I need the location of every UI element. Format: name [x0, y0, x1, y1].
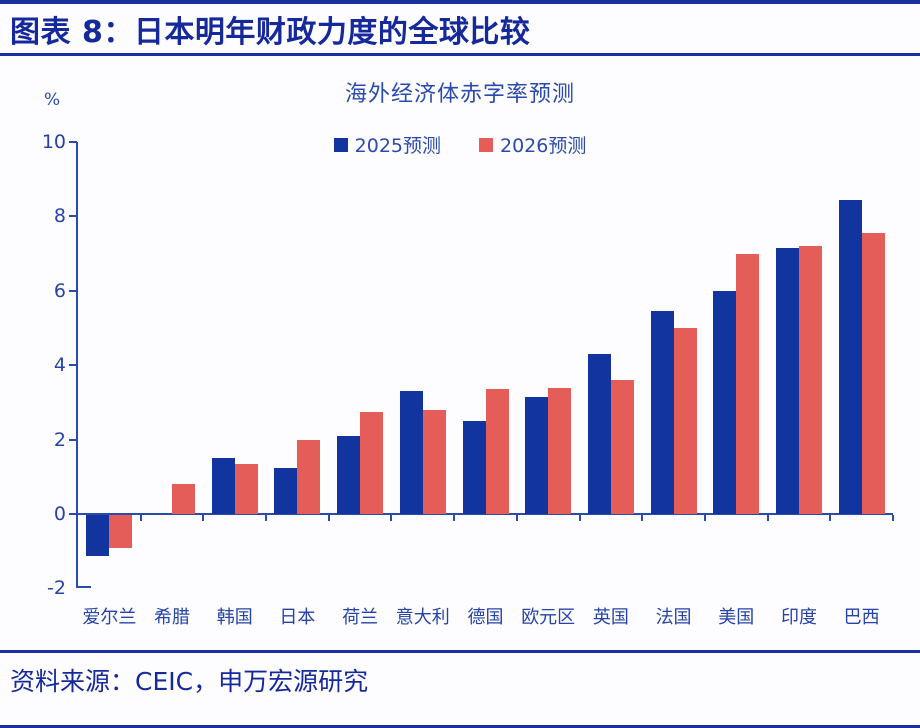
bar-2025预测-荷兰	[337, 435, 361, 514]
bar-2026预测-日本	[297, 439, 321, 514]
bar-2025预测-意大利	[399, 391, 423, 514]
bar-2025预测-印度	[775, 248, 799, 514]
x-axis-label: 美国	[718, 607, 755, 628]
x-axis-tick	[829, 515, 832, 521]
legend-item: 2025预测	[333, 131, 441, 158]
x-axis-label: 荷兰	[342, 607, 379, 628]
bar-2025预测-欧元区	[525, 396, 549, 514]
y-axis-label: 4	[53, 354, 66, 377]
source-note: 资料来源：CEIC，申万宏源研究	[10, 667, 369, 696]
bar-2025预测-英国	[587, 354, 611, 514]
y-axis-tick	[69, 438, 77, 441]
legend-swatch-icon	[333, 137, 348, 152]
y-axis-label: 0	[53, 503, 66, 525]
bar-2026预测-意大利	[422, 409, 446, 514]
y-axis-foot	[78, 586, 91, 589]
y-axis-tick	[69, 364, 77, 367]
chart-legend: 2025预测 2026预测	[0, 131, 920, 158]
legend-swatch-icon	[479, 137, 493, 152]
bar-2025预测-法国	[650, 311, 674, 514]
bar-2026预测-印度	[798, 246, 822, 514]
y-axis-label: 8	[53, 205, 66, 228]
y-axis-tick	[69, 513, 77, 515]
bar-2026预测-荷兰	[360, 411, 384, 514]
x-axis-label: 印度	[780, 607, 817, 628]
bar-2025预测-美国	[713, 290, 737, 514]
y-axis-unit-label: %	[44, 90, 61, 110]
x-axis-tick	[327, 515, 330, 521]
y-axis-label: 10	[41, 131, 66, 153]
y-axis-label: 2	[53, 428, 66, 451]
bar-2026预测-美国	[736, 253, 760, 514]
y-axis-tick	[69, 215, 77, 218]
figure-header-title: 图表 8：日本明年财政力度的全球比较	[10, 15, 531, 50]
bar-2025预测-韩国	[211, 458, 235, 514]
y-axis-tick	[69, 141, 77, 143]
header-underline-rule	[0, 53, 920, 56]
x-axis-tick	[202, 515, 205, 521]
x-axis-tick	[892, 515, 894, 521]
x-axis-tick	[390, 515, 393, 521]
x-axis-label: 爱尔兰	[82, 607, 137, 628]
top-border-rule	[0, 0, 920, 4]
y-axis-line	[76, 142, 78, 589]
x-axis-tick	[139, 515, 142, 521]
x-axis-tick	[265, 515, 268, 521]
x-axis-tick	[703, 515, 706, 521]
y-axis-tick	[69, 289, 77, 292]
y-axis-label: -2	[47, 577, 66, 600]
x-axis-label: 法国	[655, 607, 692, 628]
x-axis-label: 英国	[592, 607, 629, 628]
footer-rule	[0, 650, 920, 653]
x-axis-tick	[453, 515, 456, 521]
x-axis-tick	[641, 515, 644, 521]
bar-2026预测-法国	[673, 328, 697, 514]
bar-2025预测-日本	[274, 467, 298, 514]
bar-2026预测-德国	[485, 389, 509, 514]
bottom-border-rule	[0, 725, 920, 728]
chart-title: 海外经济体赤字率预测	[344, 82, 575, 107]
x-axis-tick	[578, 515, 581, 521]
x-axis-label: 欧元区	[521, 607, 576, 628]
bar-2026预测-英国	[610, 380, 634, 514]
bar-2026预测-爱尔兰	[109, 515, 133, 549]
bar-2026预测-韩国	[234, 463, 258, 514]
bar-2025预测-德国	[462, 421, 486, 514]
legend-label: 2026预测	[500, 135, 587, 157]
x-axis-label: 韩国	[216, 607, 253, 628]
bar-2026预测-巴西	[861, 233, 885, 514]
bar-2026预测-欧元区	[548, 387, 572, 514]
bar-2025预测-爱尔兰	[86, 515, 110, 556]
bar-2026预测-希腊	[172, 484, 196, 514]
x-axis-zero-line	[78, 513, 893, 515]
x-axis-label: 巴西	[843, 607, 880, 628]
x-axis-tick	[766, 515, 769, 521]
x-axis-tick	[515, 515, 518, 521]
legend-item: 2026预测	[479, 131, 586, 158]
x-axis-label: 意大利	[395, 607, 450, 628]
x-axis-label: 日本	[279, 607, 316, 628]
bar-2025预测-巴西	[838, 199, 862, 514]
y-axis-label: 6	[53, 279, 66, 302]
x-axis-label: 希腊	[154, 607, 191, 628]
x-axis-label: 德国	[467, 607, 504, 628]
legend-label: 2025预测	[354, 135, 441, 157]
